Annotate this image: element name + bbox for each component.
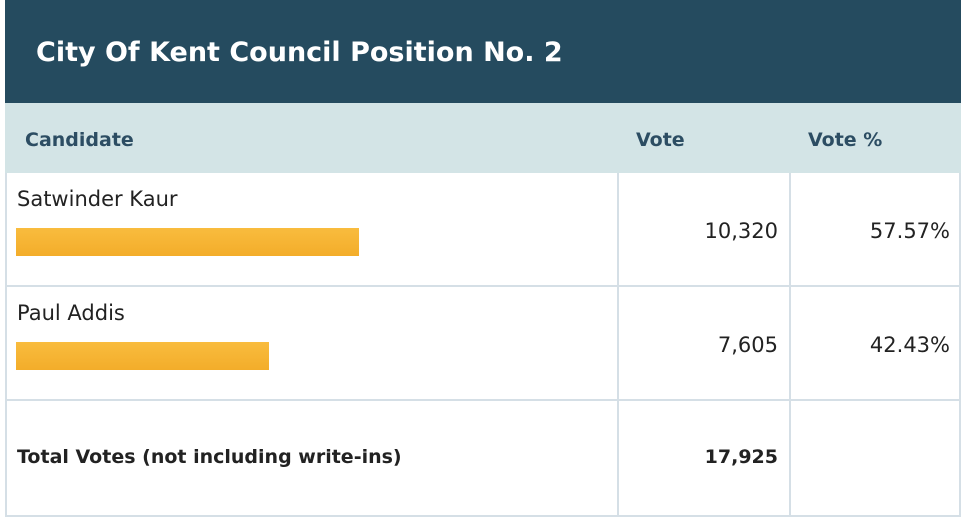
vote-count: 10,320 (704, 219, 778, 243)
table-row (5, 173, 961, 287)
results-table: City Of Kent Council Position No. 2 Cand… (5, 0, 961, 517)
header-cell: Vote % (808, 129, 883, 151)
column-divider (789, 173, 791, 517)
vote-percent: 57.57% (869, 219, 950, 243)
table-row (5, 287, 961, 401)
vote-bar (16, 228, 360, 256)
vote-bar (16, 342, 269, 370)
total-label: Total Votes (not including write-ins) (17, 446, 402, 468)
title-bar (5, 0, 961, 103)
vote-count: 7,605 (717, 333, 778, 357)
candidate-name: Satwinder Kaur (17, 187, 178, 211)
title: City Of Kent Council Position No. 2 (36, 37, 563, 68)
header-cell: Vote (636, 129, 685, 151)
header-cell: Candidate (25, 129, 134, 151)
vote-percent: 42.43% (869, 333, 950, 357)
column-divider (617, 173, 619, 517)
total-vote: 17,925 (704, 446, 778, 468)
candidate-name: Paul Addis (17, 301, 125, 325)
header-row (5, 103, 961, 173)
